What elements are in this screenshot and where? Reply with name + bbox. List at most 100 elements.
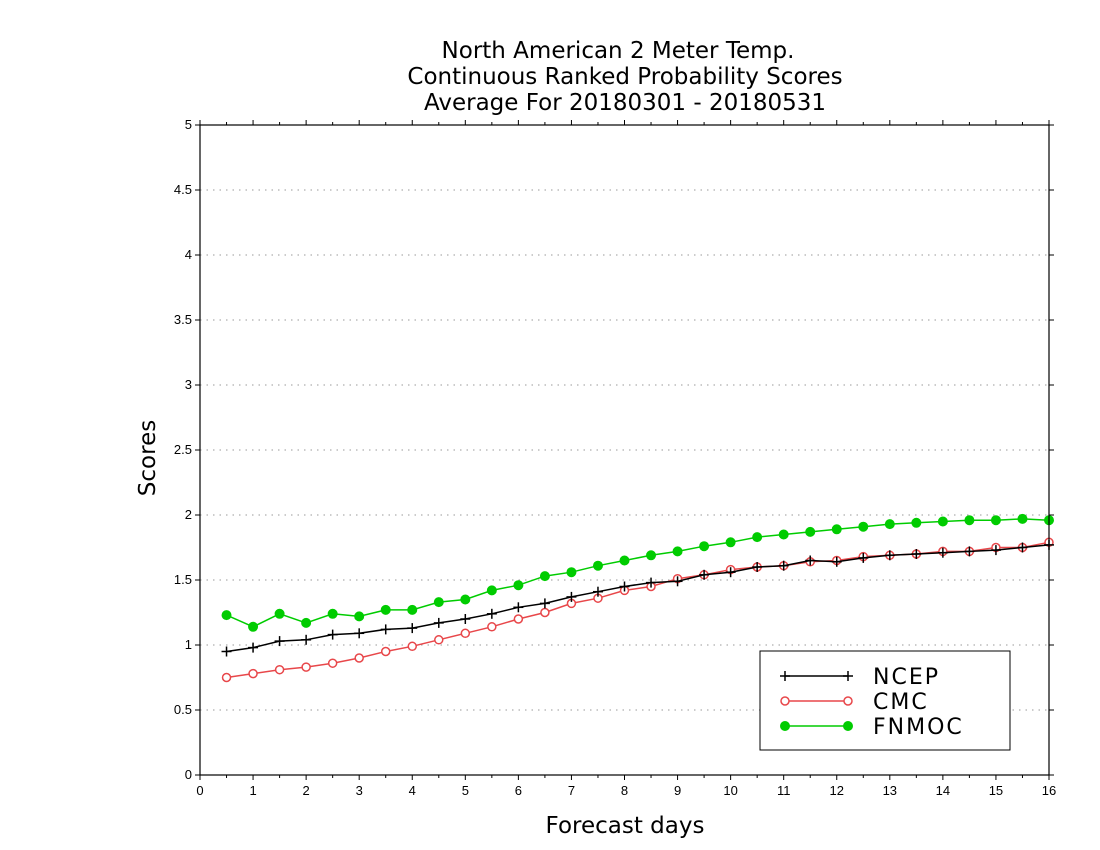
data-point-fnmoc — [539, 571, 550, 582]
x-axis-ticks: 0 1 2 3 4 5 6 7 8 9 10 11 12 13 14 15 16 — [196, 120, 1056, 798]
data-point-ncep — [619, 581, 630, 592]
data-point-cmc — [274, 664, 285, 675]
data-point-fnmoc — [274, 608, 285, 619]
data-point-ncep — [460, 614, 471, 624]
data-point-fnmoc — [805, 526, 816, 537]
data-point-cmc — [221, 672, 232, 683]
series-line-ncep — [226, 544, 1050, 653]
data-point-ncep — [858, 552, 869, 563]
x-tick-label: 9 — [674, 783, 681, 798]
x-tick-label: 4 — [409, 783, 416, 798]
data-point-ncep — [380, 624, 391, 635]
data-point-cmc — [540, 607, 550, 618]
data-point-cmc — [434, 635, 444, 645]
data-point-ncep — [327, 629, 338, 640]
x-tick-label: 5 — [462, 783, 469, 798]
x-tick-label: 2 — [303, 783, 310, 798]
data-point-ncep — [592, 586, 603, 597]
chart-title: North American 2 Meter Temp. Continuous … — [407, 38, 842, 116]
data-point-ncep — [539, 598, 550, 609]
x-tick-label: 8 — [621, 783, 628, 798]
legend-label-ncep: NCEP — [873, 665, 940, 690]
data-point-ncep — [407, 623, 418, 634]
data-point-ncep — [884, 550, 895, 561]
series-line-fnmoc — [226, 518, 1050, 628]
data-point-ncep — [672, 576, 683, 587]
y-tick-label: 2.5 — [174, 442, 192, 457]
y-tick-label: 2 — [185, 507, 192, 522]
data-point-cmc — [327, 658, 338, 668]
data-point-cmc — [380, 646, 391, 657]
series-fnmoc — [221, 513, 1054, 632]
data-point-fnmoc — [1017, 513, 1028, 524]
data-point-cmc — [354, 653, 364, 663]
legend-label-cmc: CMC — [873, 690, 929, 715]
data-point-ncep — [911, 549, 922, 559]
legend-entry-ncep: NCEP — [780, 665, 940, 690]
x-tick-label: 1 — [249, 783, 256, 798]
x-tick-label: 6 — [515, 783, 522, 798]
x-tick-label: 12 — [830, 783, 844, 798]
data-point-fnmoc — [460, 594, 471, 605]
x-tick-label: 0 — [196, 783, 203, 798]
legend-label-fnmoc: FNMOC — [873, 715, 964, 740]
data-point-fnmoc — [699, 541, 710, 552]
y-tick-label: 0.5 — [174, 702, 192, 717]
data-point-cmc — [248, 668, 258, 679]
data-point-fnmoc — [725, 537, 736, 548]
data-point-fnmoc — [752, 532, 763, 543]
y-tick-label: 4.5 — [174, 182, 192, 197]
y-tick-label: 1.5 — [174, 572, 192, 587]
legend-marker-end-fnmoc — [843, 721, 853, 731]
series-layer — [221, 513, 1054, 683]
data-point-cmc — [407, 641, 417, 652]
data-point-ncep — [301, 634, 312, 645]
data-point-cmc — [487, 622, 497, 632]
data-point-fnmoc — [778, 529, 789, 540]
data-point-ncep — [805, 555, 816, 566]
x-tick-label: 10 — [723, 783, 737, 798]
data-point-cmc — [460, 628, 471, 639]
x-tick-label: 11 — [777, 783, 791, 798]
data-point-fnmoc — [937, 516, 948, 527]
y-tick-label: 1 — [185, 637, 192, 652]
series-ncep — [221, 539, 1054, 657]
y-axis-label: Scores — [135, 420, 161, 496]
data-point-fnmoc — [380, 604, 391, 615]
data-point-ncep — [433, 617, 444, 628]
data-point-fnmoc — [592, 560, 603, 571]
legend-marker-end-ncep — [843, 671, 853, 681]
data-point-fnmoc — [221, 610, 232, 621]
data-point-fnmoc — [672, 546, 683, 557]
y-tick-label: 4 — [185, 247, 192, 262]
legend-entry-fnmoc: FNMOC — [780, 715, 964, 740]
x-tick-label: 16 — [1042, 783, 1056, 798]
data-point-fnmoc — [433, 597, 444, 608]
data-point-ncep — [725, 567, 736, 578]
data-point-ncep — [274, 636, 285, 647]
data-point-fnmoc — [646, 550, 657, 561]
data-point-fnmoc — [858, 521, 869, 532]
y-tick-label: 3 — [185, 377, 192, 392]
data-point-ncep — [1017, 542, 1028, 553]
data-point-fnmoc — [619, 555, 630, 566]
y-axis-ticks: 0 0.5 1 1.5 2 2.5 3 3.5 4 4.5 5 — [174, 117, 1054, 782]
x-axis-label: Forecast days — [546, 813, 705, 839]
data-point-fnmoc — [486, 585, 497, 596]
data-point-ncep — [486, 608, 497, 619]
data-point-cmc — [301, 662, 311, 672]
data-point-ncep — [248, 642, 259, 653]
data-point-fnmoc — [248, 621, 259, 632]
y-tick-label: 5 — [185, 117, 192, 132]
x-tick-label: 14 — [936, 783, 950, 798]
legend-marker-start-fnmoc — [780, 721, 790, 731]
data-point-ncep — [513, 602, 524, 613]
data-point-fnmoc — [327, 608, 338, 619]
chart-title-line-3: Average For 20180301 - 20180531 — [424, 90, 826, 116]
data-point-ncep — [646, 577, 657, 588]
grid — [200, 189, 1049, 711]
data-point-fnmoc — [301, 617, 312, 628]
